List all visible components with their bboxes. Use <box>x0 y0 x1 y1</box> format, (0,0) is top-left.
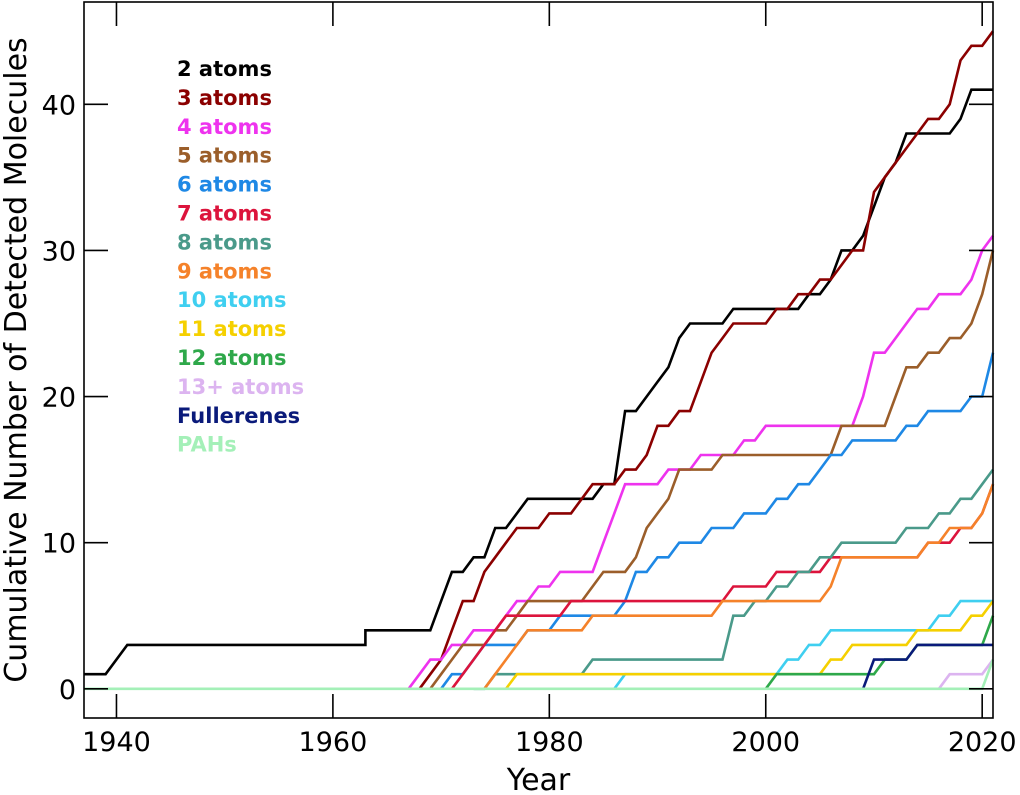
series-line-11-atoms <box>504 600 995 690</box>
legend: 2 atoms 3 atoms 4 atoms 5 atoms 6 atoms 7 ato… <box>177 57 304 457</box>
y-axis-title: Cumulative Number of Detected Molecules <box>0 37 34 682</box>
x-tick-label: 1960 <box>299 727 368 758</box>
legend-entry: 4 atoms <box>177 115 272 139</box>
legend-entry: 12 atoms <box>177 346 287 370</box>
legend-entry: 2 atoms <box>177 57 272 81</box>
series-line-9-atoms <box>483 483 995 690</box>
series-line-13-atoms <box>937 658 995 690</box>
y-tick-label: 20 <box>42 383 76 414</box>
series-line-8-atoms <box>473 468 995 691</box>
y-tick-label: 40 <box>42 90 76 121</box>
legend-entry: 10 atoms <box>177 288 287 312</box>
y-tick-label: 10 <box>42 529 76 560</box>
legend-entry: 3 atoms <box>177 86 272 110</box>
y-tick-label: 30 <box>42 236 76 267</box>
series-line-fullerenes <box>861 643 993 690</box>
x-tick-label: 2000 <box>731 727 800 758</box>
legend-entry: 6 atoms <box>177 173 272 197</box>
legend-entry: PAHs <box>177 433 237 457</box>
legend-entry: 9 atoms <box>177 259 272 283</box>
legend-entry: 13+ atoms <box>177 375 304 399</box>
tick-labels: 1940 1960 1980 2000 2020 0 10 20 30 40 <box>42 90 1017 758</box>
series-line-5-atoms <box>429 250 995 690</box>
legend-entry: 8 atoms <box>177 230 272 254</box>
y-tick-label: 0 <box>59 675 76 706</box>
axis-ticks <box>84 2 993 718</box>
legend-entry: 11 atoms <box>177 317 287 341</box>
series-line-12-atoms <box>764 615 995 690</box>
x-tick-label: 2020 <box>948 727 1017 758</box>
plot-frame <box>83 1 994 719</box>
legend-entry: 5 atoms <box>177 144 272 168</box>
x-tick-label: 1980 <box>515 727 584 758</box>
series-line-4-atoms <box>407 235 995 690</box>
series-line-3-atoms <box>418 30 995 690</box>
x-axis-title: Year <box>506 763 571 795</box>
legend-entry: 7 atoms <box>177 202 272 226</box>
x-tick-label: 1940 <box>82 727 151 758</box>
legend-entry: Fullerenes <box>177 404 300 428</box>
